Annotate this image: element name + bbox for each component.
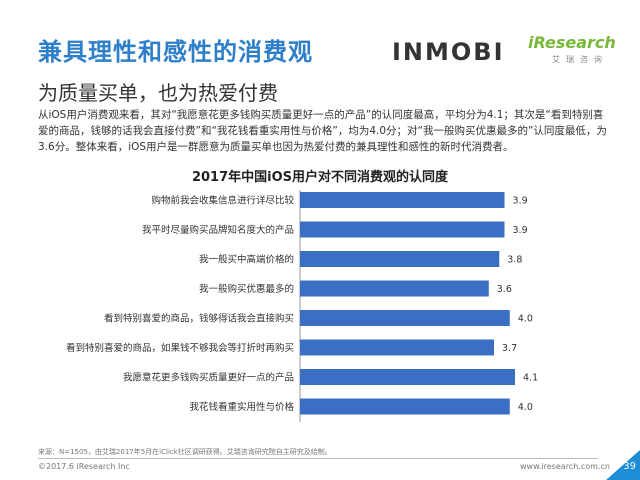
iresearch-logo-text: iResearch xyxy=(528,33,616,52)
category-label: 看到特别喜爱的商品，钱够得话我会直接购买 xyxy=(104,313,294,325)
footer-divider xyxy=(38,458,598,459)
bar xyxy=(300,398,510,415)
bar xyxy=(300,369,515,385)
page-title: 兼具理性和感性的消费观 xyxy=(38,38,313,66)
iresearch-logo-cn: 艾瑞咨询 xyxy=(552,55,608,64)
category-label: 我一般购买优惠最多的 xyxy=(199,283,294,295)
category-label: 我平时尽量购买品牌知名度大的产品 xyxy=(142,224,294,236)
bar-value-label: 3.8 xyxy=(507,255,522,266)
copyright-text: ©2017.6 iResearch Inc xyxy=(38,462,130,471)
source-note: 来源：N=1505，由艾瑞2017年5月在iClick社区调研获得。艾瑞咨询研究… xyxy=(38,448,332,456)
bar xyxy=(300,192,505,208)
bar-value-label: 4.0 xyxy=(518,402,533,413)
bar-value-label: 3.7 xyxy=(502,343,517,354)
bar xyxy=(300,310,510,326)
bar xyxy=(300,251,500,267)
bar-value-label: 3.9 xyxy=(513,196,528,207)
bar-value-label: 3.6 xyxy=(497,284,512,295)
category-label: 购物前我会收集信息进行详尽比较 xyxy=(151,195,294,207)
category-label: 看到特别喜爱的商品，如果钱不够我会等打折时再购买 xyxy=(66,342,294,354)
bar-value-label: 3.9 xyxy=(513,225,528,236)
website-link[interactable]: www.iresearch.com.cn xyxy=(520,462,610,471)
corner-decoration xyxy=(606,450,640,480)
inmobi-logo: INMOBI xyxy=(392,38,505,66)
bar-chart: 购物前我会收集信息进行详尽比较 3.9 我平时尽量购买品牌知名度大的产品 3.9 我一般… xyxy=(66,190,538,422)
bar-value-label: 4.0 xyxy=(518,314,533,325)
page-subtitle: 为质量买单，也为热爱付费 xyxy=(38,81,278,105)
category-label: 我一般买中高端价格的 xyxy=(199,254,294,266)
bar xyxy=(300,280,489,297)
page-number: 39 xyxy=(623,461,636,472)
category-label: 我愿意花更多钱购买质量更好一点的产品 xyxy=(123,372,294,384)
bar xyxy=(300,221,505,238)
bar xyxy=(300,339,495,356)
chart-title: 2017年中国iOS用户对不同消费观的认同度 xyxy=(191,170,449,185)
category-label: 我花钱看重实用性与价格 xyxy=(189,401,294,413)
description-text: 从iOS用户消费观来看，其对“我愿意花更多钱购买质量更好一点的产品”的认同度最高… xyxy=(38,109,607,153)
bar-value-label: 4.1 xyxy=(523,373,538,384)
iresearch-logo: iResearch 艾瑞咨询 xyxy=(528,33,616,65)
